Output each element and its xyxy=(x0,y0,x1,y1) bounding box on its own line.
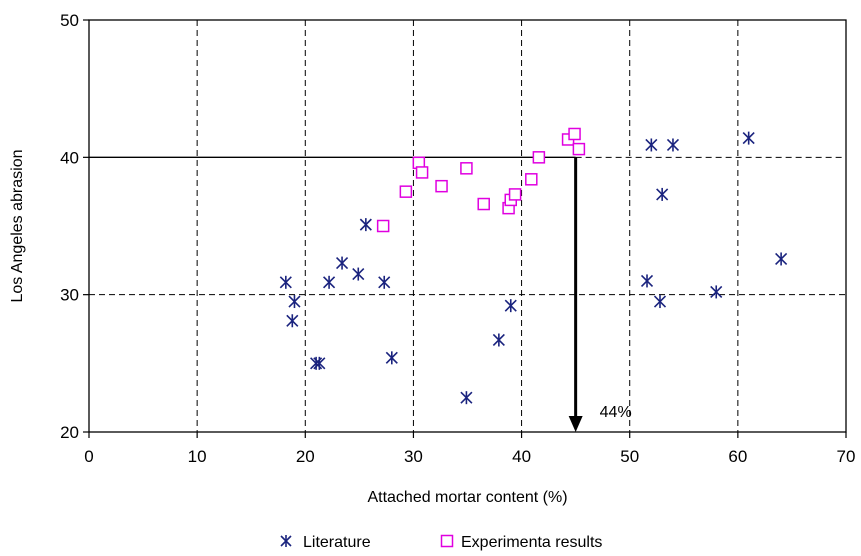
literature-point xyxy=(323,275,336,289)
y-tick-labels: 20 30 40 50 xyxy=(60,11,79,442)
x-tick-label: 10 xyxy=(188,447,207,466)
x-tick-label: 70 xyxy=(837,447,856,466)
literature-point xyxy=(279,275,292,289)
plot-frame xyxy=(88,19,847,433)
literature-point xyxy=(288,295,301,309)
x-tick-label: 50 xyxy=(620,447,639,466)
x-tick-labels: 0 10 20 30 40 50 60 70 xyxy=(84,447,855,466)
y-axis-label: Los Angeles abrasion xyxy=(9,150,26,303)
literature-point xyxy=(656,187,669,201)
experimental-point xyxy=(376,219,390,233)
experimental-point xyxy=(435,179,448,193)
literature-point xyxy=(742,131,755,145)
literature-point xyxy=(460,391,473,405)
y-tick-label: 50 xyxy=(60,11,79,30)
annotation-label: 44% xyxy=(600,404,632,421)
legend-label-literature: Literature xyxy=(303,534,371,551)
literature-point xyxy=(359,218,372,232)
literature-point xyxy=(492,333,505,347)
literature-point xyxy=(352,267,365,281)
y-tick-label: 30 xyxy=(60,286,79,305)
experimental-point xyxy=(460,162,473,175)
experimental-point xyxy=(572,142,586,156)
experimental-point xyxy=(532,151,546,164)
experimental-point xyxy=(399,185,413,198)
literature-point xyxy=(640,274,654,288)
y-tick-label: 20 xyxy=(60,423,79,442)
x-tick-label: 60 xyxy=(728,447,747,466)
experimental-point xyxy=(415,166,429,179)
experimental-point xyxy=(508,188,522,201)
legend-marker-experimental-results xyxy=(440,534,454,548)
literature-point xyxy=(378,275,391,289)
legend-label-experimental-results: Experimenta results xyxy=(461,534,602,551)
legend: Literature Experimenta results xyxy=(280,534,602,551)
literature-point xyxy=(710,285,723,299)
literature-point xyxy=(666,138,680,152)
literature-point xyxy=(313,356,326,370)
experimental-point xyxy=(568,127,581,141)
literature-point xyxy=(335,256,349,270)
literature-point xyxy=(504,299,517,313)
literature-point xyxy=(645,138,658,152)
literature-point xyxy=(385,351,398,365)
annotation: 44% xyxy=(568,157,632,432)
annotation-arrow-head xyxy=(568,416,583,432)
axis-ticks xyxy=(83,19,847,438)
x-axis-label: Attached mortar content (%) xyxy=(367,489,567,506)
x-tick-label: 20 xyxy=(296,447,315,466)
literature-point xyxy=(775,252,788,266)
x-tick-label: 30 xyxy=(404,447,423,466)
y-tick-label: 40 xyxy=(60,148,79,167)
legend-marker-literature xyxy=(280,535,292,547)
experimental-point xyxy=(477,197,490,211)
literature-point xyxy=(653,295,667,309)
x-tick-label: 40 xyxy=(512,447,531,466)
series-experimental-results xyxy=(376,127,586,233)
literature-point xyxy=(286,314,299,328)
data-points xyxy=(279,127,788,405)
series-literature xyxy=(279,131,788,405)
x-tick-label: 0 xyxy=(84,447,93,466)
experimental-point xyxy=(525,173,538,186)
